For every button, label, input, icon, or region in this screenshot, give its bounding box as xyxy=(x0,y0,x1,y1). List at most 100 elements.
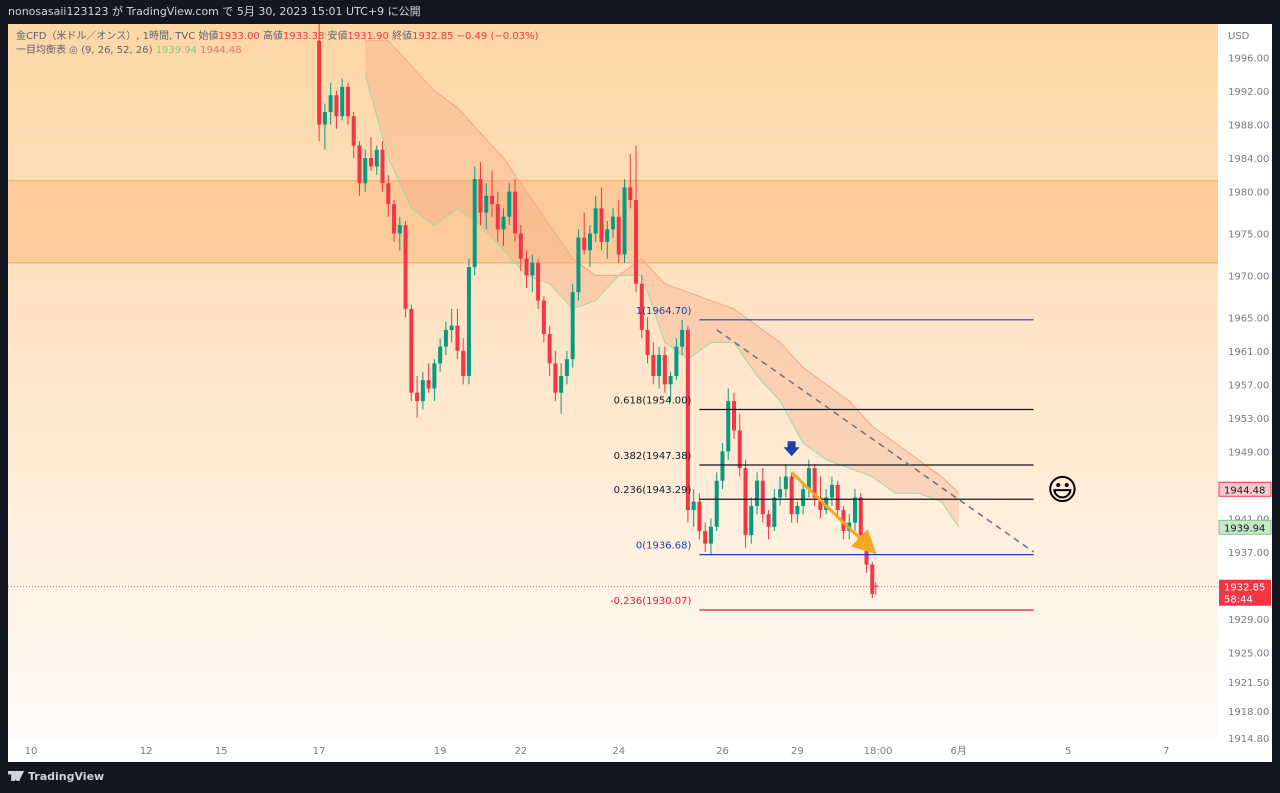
x-tick-label: 18:00 xyxy=(864,746,893,757)
ichimoku-legend-row: 一目均衡表 ◎ (9, 26, 52, 26) 1939.94 1944.48 xyxy=(16,44,538,58)
price-axis-background xyxy=(1218,24,1272,762)
candle-body xyxy=(345,86,350,117)
y-tick-label: 1918.00 xyxy=(1228,707,1269,718)
fib-level-label: 0.382(1947.38) xyxy=(614,451,692,462)
dashed-trendline xyxy=(716,329,1035,553)
candle-body xyxy=(426,380,431,389)
symbol-legend-row: 金CFD（米ドル／オンス）, 1時間, TVC 始値1933.00 高値1933… xyxy=(16,30,538,44)
candle-body xyxy=(639,283,644,330)
candle-body xyxy=(628,187,633,200)
smiley-emoji-icon: 😃 xyxy=(1047,473,1078,508)
candle-body xyxy=(853,497,857,523)
candle-body xyxy=(328,95,333,112)
candle-body xyxy=(703,531,708,544)
candle-body xyxy=(322,111,327,125)
candle-body xyxy=(317,40,322,125)
candle-body xyxy=(806,468,811,490)
y-tick-label: 1929.00 xyxy=(1228,615,1269,626)
candle-body xyxy=(564,359,569,376)
candle-body xyxy=(605,229,610,242)
candle-body xyxy=(708,526,713,544)
open-value: 1933.00 xyxy=(218,31,260,42)
y-tick-label: 1975.00 xyxy=(1228,230,1269,241)
candle-body xyxy=(657,355,662,376)
chart-legend: 金CFD（米ドル／オンス）, 1時間, TVC 始値1933.00 高値1933… xyxy=(16,30,538,58)
candle-body xyxy=(495,204,500,230)
symbol-name: 金CFD（米ドル／オンス）, 1時間, TVC xyxy=(16,31,196,42)
candle-body xyxy=(801,489,806,506)
candle-body xyxy=(755,480,760,506)
candle-body xyxy=(611,216,615,230)
candle-body xyxy=(783,476,788,490)
chart-frame[interactable]: 1(1964.70) 0.618(1954.00) 0.382(1947.38) 0.… xyxy=(8,24,1272,762)
candle-body xyxy=(760,480,765,515)
candle-body xyxy=(714,480,719,527)
ichimoku-label: 一目均衡表 ◎ (9, 26, 52, 26) xyxy=(16,45,153,56)
candle-body xyxy=(443,329,448,347)
y-tick-label: 1961.00 xyxy=(1228,347,1269,358)
price-tag-box xyxy=(1218,481,1272,497)
y-tick-label: 1996.00 xyxy=(1228,54,1269,65)
x-tick-label: 19 xyxy=(434,746,447,757)
y-tick-label: 1980.00 xyxy=(1228,188,1269,199)
x-tick-label: 12 xyxy=(140,746,153,757)
candle-body xyxy=(858,497,863,536)
candle-body xyxy=(432,363,437,389)
candle-body xyxy=(674,346,679,376)
countdown-label: 58:44 xyxy=(1224,595,1253,606)
candle-body xyxy=(380,149,385,184)
y-tick-label: 1988.00 xyxy=(1228,121,1269,132)
y-tick-label: 1965.00 xyxy=(1228,313,1269,324)
candle-body xyxy=(403,225,408,309)
ichimoku-cloud xyxy=(365,40,959,527)
candle-body xyxy=(501,216,506,230)
ichimoku-value-1: 1939.94 xyxy=(155,45,198,56)
publish-text: nonosasaii123123 が TradingView.com で 5月 … xyxy=(8,5,421,18)
tradingview-logo[interactable]: TradingView xyxy=(8,770,104,783)
tradingview-logo-icon xyxy=(8,771,24,781)
candle-body xyxy=(461,350,466,376)
candle-body xyxy=(697,501,702,532)
candle-body xyxy=(449,325,454,330)
candle-body xyxy=(490,195,494,205)
candle-body xyxy=(685,329,690,511)
candle-body xyxy=(530,262,535,276)
x-tick-label: 6月 xyxy=(951,745,967,757)
candle-body xyxy=(582,237,587,251)
candle-body xyxy=(749,505,754,536)
candle-body xyxy=(397,225,402,234)
y-tick-label: 1937.00 xyxy=(1228,548,1269,559)
price-tag-label: 1932.85 xyxy=(1224,583,1265,594)
candle-body xyxy=(662,355,667,385)
candle-body xyxy=(553,363,558,393)
candle-body xyxy=(576,237,581,293)
candle-body xyxy=(374,149,379,167)
y-tick-label: 1992.00 xyxy=(1228,87,1269,98)
blue-down-arrow-icon xyxy=(783,441,800,457)
y-tick-label: 1984.00 xyxy=(1228,154,1269,165)
candle-body xyxy=(772,497,777,527)
y-tick-label: 1925.00 xyxy=(1228,649,1269,660)
close-label: 終値 xyxy=(392,31,413,42)
x-tick-label: 29 xyxy=(791,746,804,757)
candle-body xyxy=(357,145,362,184)
x-tick-label: 10 xyxy=(25,746,38,757)
candle-body xyxy=(864,535,869,565)
candle-body xyxy=(818,497,823,511)
candle-body xyxy=(634,199,639,284)
fib-level-label: 0(1936.68) xyxy=(636,541,692,552)
price-chart[interactable]: 1(1964.70) 0.618(1954.00) 0.382(1947.38) 0.… xyxy=(8,24,1272,762)
orange-down-arrow xyxy=(790,471,877,555)
candle-body xyxy=(455,325,460,351)
candle-body xyxy=(409,308,414,393)
candle-body xyxy=(668,375,673,385)
fib-level-label: -0.236(1930.07) xyxy=(610,596,691,607)
candle-body xyxy=(559,375,564,393)
ichimoku-span-a xyxy=(364,74,960,528)
high-value: 1933.38 xyxy=(282,31,325,42)
candle-body xyxy=(363,158,368,184)
fib-level-label: 1(1964.70) xyxy=(636,306,692,317)
price-tag-label: 1939.94 xyxy=(1224,523,1265,534)
y-tick-label: 1970.00 xyxy=(1228,271,1269,282)
candle-body xyxy=(622,187,627,255)
